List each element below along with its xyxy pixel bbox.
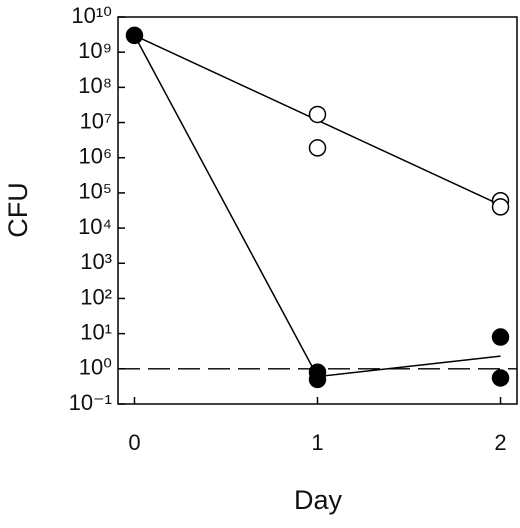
y-tick-label: 10⁸ — [78, 73, 112, 98]
data-point — [308, 370, 327, 389]
y-tick-label: 10¹ — [80, 319, 112, 344]
y-tick-label: 10⁷ — [80, 108, 112, 133]
x-axis-title: Day — [294, 485, 343, 515]
data-point — [308, 105, 327, 124]
data-point — [491, 198, 510, 216]
data-point — [491, 328, 510, 346]
y-axis-title: CFU — [3, 182, 33, 238]
x-tick-label: 1 — [311, 430, 323, 455]
data-point — [125, 26, 144, 45]
y-tick-label: 10² — [80, 284, 112, 309]
data-point — [308, 139, 327, 157]
y-tick-label: 10⁻¹ — [69, 390, 112, 415]
plot-frame — [117, 16, 518, 405]
y-tick-label: 10⁴ — [78, 214, 112, 239]
y-tick-label: 10⁹ — [78, 38, 112, 63]
y-tick-label: 10⁵ — [78, 179, 112, 204]
y-tick-label: 10¹⁰ — [71, 3, 112, 28]
fit-line — [133, 35, 501, 378]
y-tick-label: 10⁶ — [78, 144, 112, 169]
x-tick-label: 0 — [128, 430, 140, 455]
x-tick-label: 2 — [494, 430, 506, 455]
y-tick-label: 10³ — [80, 249, 112, 274]
data-point — [491, 369, 510, 387]
y-tick-label: 10⁰ — [79, 355, 112, 380]
